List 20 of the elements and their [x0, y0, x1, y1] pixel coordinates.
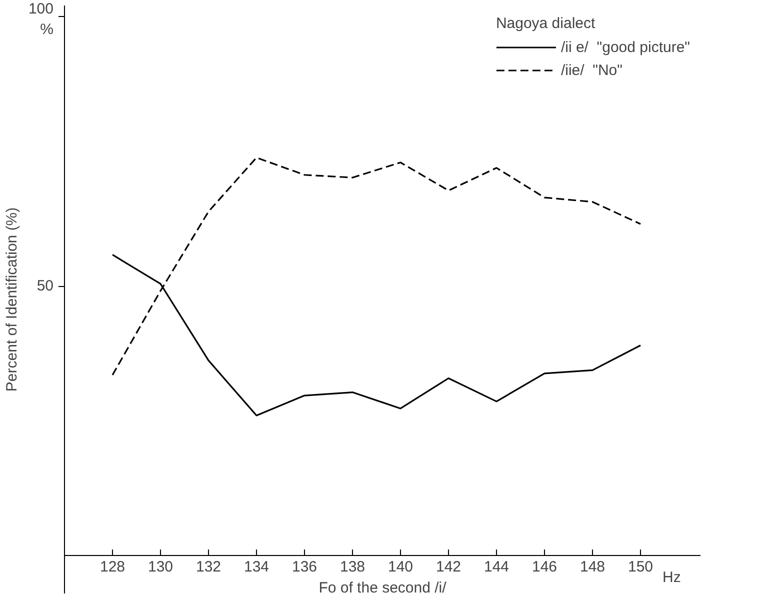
x-tick-label: 144 — [484, 558, 510, 576]
x-tick-label: 134 — [244, 558, 270, 576]
x-tick-label: 130 — [148, 558, 174, 576]
legend-label: /iie/ "No" — [560, 62, 622, 78]
x-tick-label: 132 — [196, 558, 222, 576]
x-tick-label: 146 — [532, 558, 558, 576]
x-tick-label: 150 — [628, 558, 654, 576]
x-tick-label: 142 — [436, 558, 462, 576]
x-tick-label: 140 — [388, 558, 414, 576]
x-tick-label: 136 — [292, 558, 318, 576]
legend-title: Nagoya dialect — [496, 15, 596, 32]
y-tick-label: 100 % — [28, 0, 54, 38]
legend-label: /ii e/ "good picture" — [560, 38, 690, 56]
x-tick-label: 148 — [580, 558, 606, 576]
x-axis-title: Fo of the second /i/ — [318, 580, 448, 596]
x-tick-label: 128 — [100, 558, 126, 576]
y-axis-title: Percent of Identification (%) — [3, 207, 20, 392]
y-tick-label: 50 — [36, 278, 54, 295]
annotation: Hz — [662, 569, 681, 586]
x-tick-label: 138 — [340, 558, 366, 576]
